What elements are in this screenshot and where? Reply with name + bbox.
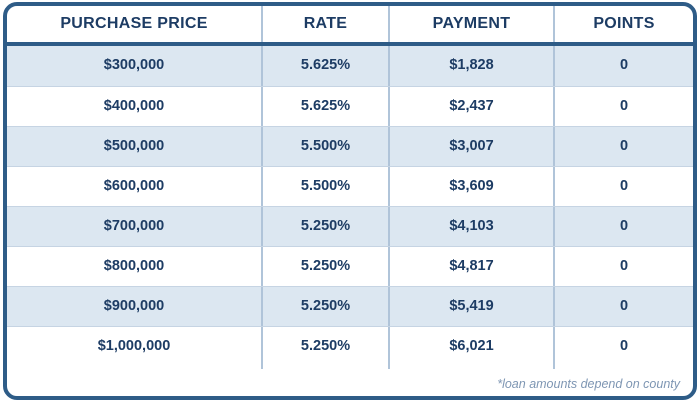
cell-rate: 5.250%: [263, 207, 390, 246]
cell-payment: $4,103: [390, 207, 555, 246]
column-header-points: POINTS: [593, 15, 655, 32]
cell-purchase-price: $500,000: [7, 127, 263, 166]
table-row: $600,000 5.500% $3,609 0: [7, 166, 693, 206]
cell-points: 0: [619, 338, 629, 354]
column-header-rate: RATE: [263, 6, 390, 42]
table-row: $700,000 5.250% $4,103 0: [7, 206, 693, 246]
table-row: $1,000,000 5.250% $6,021 0: [7, 326, 693, 366]
cell-purchase-price: $400,000: [7, 87, 263, 126]
cell-rate: 5.625%: [263, 87, 390, 126]
cell-payment: $4,817: [390, 247, 555, 286]
cell-points: 0: [619, 258, 629, 274]
table-row: $900,000 5.250% $5,419 0: [7, 286, 693, 326]
column-divider-extension: [7, 366, 693, 369]
cell-rate: 5.500%: [263, 167, 390, 206]
cell-purchase-price: $700,000: [7, 207, 263, 246]
cell-payment: $2,437: [390, 87, 555, 126]
cell-rate: 5.250%: [263, 287, 390, 326]
cell-payment: $3,609: [390, 167, 555, 206]
rate-table-card: PURCHASE PRICE RATE PAYMENT POINTS $300,…: [3, 2, 697, 400]
cell-points: 0: [619, 178, 629, 194]
cell-points: 0: [619, 57, 629, 73]
cell-payment: $3,007: [390, 127, 555, 166]
cell-payment: $5,419: [390, 287, 555, 326]
column-header-payment: PAYMENT: [390, 6, 555, 42]
cell-payment: $6,021: [390, 327, 555, 366]
cell-payment: $1,828: [390, 46, 555, 86]
footnote-text: *loan amounts depend on county: [497, 377, 680, 391]
cell-rate: 5.250%: [263, 327, 390, 366]
table-row: $300,000 5.625% $1,828 0: [7, 46, 693, 86]
header-divider-bar: [7, 42, 693, 46]
cell-purchase-price: $1,000,000: [7, 327, 263, 366]
table-header-row: PURCHASE PRICE RATE PAYMENT POINTS: [7, 6, 693, 42]
cell-purchase-price: $600,000: [7, 167, 263, 206]
column-header-purchase-price: PURCHASE PRICE: [7, 6, 263, 42]
cell-points: 0: [619, 298, 629, 314]
table-row: $500,000 5.500% $3,007 0: [7, 126, 693, 166]
cell-points: 0: [619, 138, 629, 154]
table-footer: *loan amounts depend on county: [7, 369, 693, 396]
cell-rate: 5.500%: [263, 127, 390, 166]
cell-rate: 5.625%: [263, 46, 390, 86]
table-row: $400,000 5.625% $2,437 0: [7, 86, 693, 126]
cell-purchase-price: $300,000: [7, 46, 263, 86]
cell-rate: 5.250%: [263, 247, 390, 286]
table-row: $800,000 5.250% $4,817 0: [7, 246, 693, 286]
cell-points: 0: [619, 98, 629, 114]
cell-points: 0: [619, 218, 629, 234]
cell-purchase-price: $800,000: [7, 247, 263, 286]
cell-purchase-price: $900,000: [7, 287, 263, 326]
